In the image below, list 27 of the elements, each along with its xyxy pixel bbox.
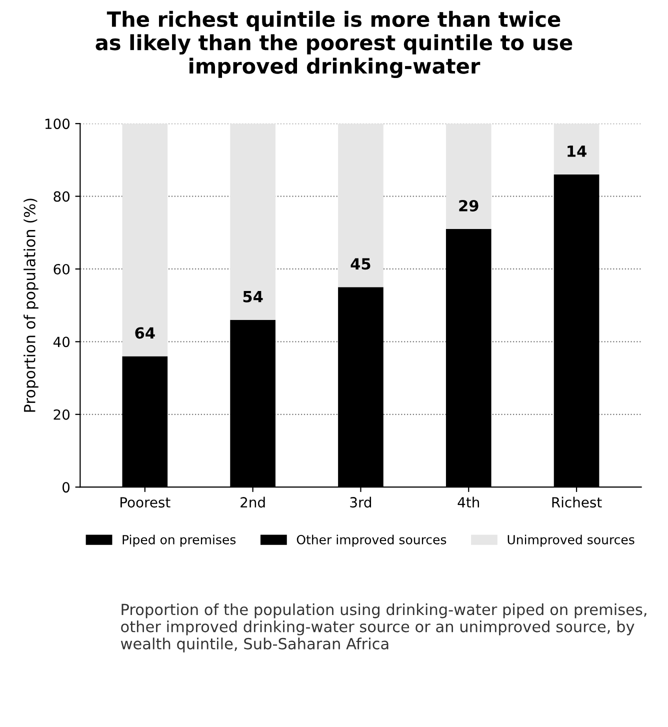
x-tick-label: 4th	[458, 496, 479, 508]
legend-label: Other improved sources	[296, 534, 446, 547]
y-axis-title: Proportion of population (%)	[24, 198, 38, 412]
bar	[446, 124, 492, 230]
chart-title: The richest quintile is more than twice as likely than the poorest quintile to use improved drinking-water	[96, 10, 572, 78]
y-tick-label: 20	[54, 409, 70, 420]
bar	[338, 124, 384, 288]
x-tick-label: Richest	[552, 496, 602, 508]
bar	[122, 124, 168, 356]
legend-label: Piped on premises	[122, 534, 236, 547]
data-label: 64	[135, 327, 155, 339]
y-tick-label: 100	[45, 118, 70, 130]
x-tick-label: 2nd	[240, 496, 265, 508]
bar	[554, 124, 600, 174]
data-label: 54	[243, 291, 263, 302]
data-label: 45	[350, 258, 370, 270]
y-tick-label: 0	[62, 482, 70, 493]
bar	[230, 124, 276, 320]
legend-label: Unimproved sources	[508, 534, 634, 547]
data-label: 29	[459, 200, 478, 212]
x-tick-label: 3rd	[350, 496, 372, 508]
y-tick-label: 60	[54, 264, 70, 274]
text: Proportion of the population using drinking-water piped on premises, other improved drinking-water source or an unimproved source, by wealth quintile, Sub-Saharan Africa	[120, 603, 646, 652]
y-tick-label: 80	[54, 191, 70, 202]
data-label: 14	[568, 146, 586, 157]
x-tick-label: Poorest	[120, 497, 170, 508]
y-tick-label: 40	[53, 336, 70, 348]
